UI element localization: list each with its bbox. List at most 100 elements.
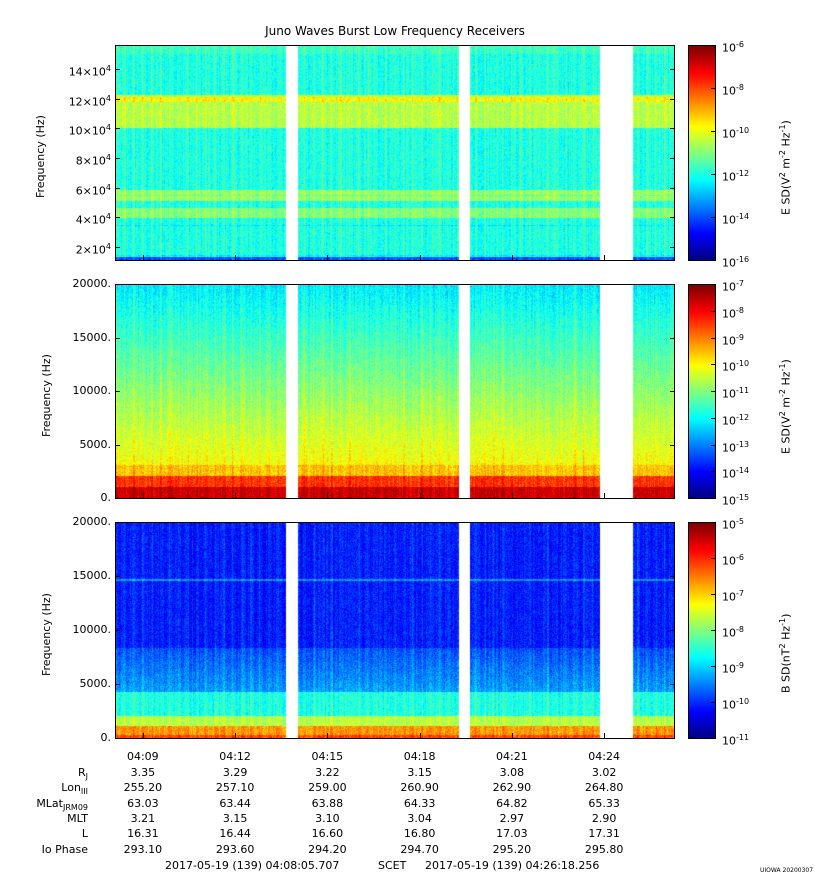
ephemeris-value: 257.10 [215, 781, 255, 795]
colorbar-label-part: ) [779, 120, 793, 125]
ephemeris-value: 262.90 [492, 781, 532, 795]
x-tick-label: 04:09 [126, 750, 159, 763]
y-tick-label: 5000. [79, 437, 112, 451]
colorbar-tick-exponent: -10 [736, 359, 750, 369]
y-tick-label: 0. [100, 491, 112, 504]
colorbar-tick-mark [711, 594, 716, 595]
colorbar-tick-base: 10 [722, 127, 736, 141]
colorbar-label-part: Hz [779, 625, 793, 643]
ephemeris-name: Io Phase [41, 842, 88, 856]
x-tick-mark [327, 733, 329, 739]
ephemeris-value: 255.20 [123, 781, 163, 795]
x-tick-mark [142, 733, 144, 739]
y-tick-exponent: 4 [105, 93, 111, 103]
colorbar-tick-exponent: -13 [736, 439, 750, 449]
y-tick-mark [115, 69, 120, 70]
ephemeris-row-label: MLatJRM09 [8, 797, 88, 812]
colorbar-label-part: E SD(V [779, 415, 793, 454]
colorbar-tick-label: 10-11 [722, 732, 749, 748]
y-tick-mark [115, 158, 120, 159]
ephemeris-subscript: JRM09 [63, 802, 88, 812]
ephemeris-value: 63.44 [219, 796, 251, 810]
colorbar-tick-label: 10-15 [722, 492, 749, 508]
colorbar-tick-label: 10-8 [722, 305, 744, 321]
colorbar-tick-mark [711, 337, 716, 339]
colorbar-tick-mark [711, 364, 716, 366]
footer-frame: SCET [378, 859, 407, 872]
colorbar-tick-mark [711, 630, 716, 631]
y-tick-mark-right [670, 391, 675, 392]
colorbar-tick-label: 10-11 [722, 385, 749, 401]
y-tick-label: 8×104 [31, 152, 111, 168]
colorbar-tick-label: 10-16 [722, 254, 749, 270]
colorbar-label-power: -1 [778, 362, 787, 371]
colorbar-tick-mark [711, 217, 716, 218]
y-tick-label: 2×104 [31, 241, 111, 257]
colorbar-tick-exponent: -10 [736, 126, 750, 135]
colorbar-tick-base: 10 [722, 734, 736, 748]
colorbar-tick-base: 10 [722, 441, 736, 455]
colorbar-label-power: 2 [778, 410, 787, 416]
ephemeris-value: 3.02 [591, 766, 617, 779]
colorbar-tick-base: 10 [722, 360, 736, 374]
ephemeris-value: 63.88 [311, 796, 344, 810]
y-tick-exponent: 4 [105, 153, 111, 162]
colorbar-tick-exponent: -12 [736, 169, 750, 178]
colorbar-tick-mark [711, 131, 716, 132]
y-tick-mark [115, 576, 120, 577]
y-tick-label: 14×104 [31, 63, 111, 79]
colorbar-tick-base: 10 [722, 256, 736, 270]
colorbar-tick-base: 10 [722, 41, 736, 55]
y-tick-mantissa: 14×10 [68, 65, 106, 79]
colorbar-tick-mark [711, 310, 716, 312]
ephemeris-value: 294.70 [400, 842, 439, 856]
colorbar-tick-mark [711, 471, 716, 473]
y-tick-label: 5000. [79, 677, 112, 690]
y-tick-mark-right [670, 128, 675, 130]
ephemeris-value: 294.20 [308, 842, 347, 856]
ephemeris-name: MLat [36, 796, 63, 810]
ephemeris-value: 17.31 [588, 827, 620, 841]
colorbar-tick-base: 10 [722, 590, 736, 604]
ephemeris-value: 3.35 [130, 766, 156, 779]
spectrogram-image-2 [115, 284, 675, 499]
ephemeris-value: 64.33 [403, 796, 436, 810]
colorbar-tick-mark [711, 417, 716, 419]
colorbar-tick-base: 10 [722, 662, 736, 676]
colorbar-tick-label: 10-12 [722, 412, 749, 428]
colorbar-tick-base: 10 [722, 280, 736, 294]
colorbar-tick-base: 10 [722, 334, 736, 348]
colorbar-label-power: -1 [778, 617, 787, 626]
x-tick-label: 04:15 [311, 750, 344, 763]
ephemeris-value: 259.00 [308, 781, 347, 795]
y-tick-mantissa: 2×10 [75, 243, 106, 257]
y-tick-mark [115, 630, 120, 631]
colorbar-tick-label: 10-7 [722, 588, 744, 604]
ephemeris-value: 2.90 [591, 811, 617, 825]
colorbar-tick-mark [711, 558, 716, 559]
colorbar-label-part: m [779, 157, 793, 173]
colorbar-tick-base: 10 [722, 518, 736, 532]
x-tick-mark [604, 733, 606, 739]
y-tick-label: 10000. [72, 384, 112, 397]
x-tick-label: 04:12 [219, 750, 251, 763]
y-tick-mark-right [670, 217, 675, 219]
colorbar-tick-label: 10-8 [722, 624, 744, 640]
ephemeris-value: 3.08 [499, 766, 525, 779]
x-tick-mark [419, 493, 421, 499]
x-tick-mark [511, 255, 513, 261]
colorbar-label: B SD(nT2 Hz-1) [778, 613, 793, 692]
colorbar-label-power: 2 [778, 172, 787, 178]
ephemeris-name: Lon [61, 781, 81, 795]
spectrogram-panel-3 [115, 522, 675, 739]
colorbar-tick-exponent: -15 [736, 493, 750, 502]
ephemeris-value: 260.90 [400, 781, 439, 795]
y-tick-mark-right [670, 630, 675, 631]
y-tick-exponent: 4 [105, 182, 111, 192]
ephemeris-value: 293.60 [215, 842, 255, 856]
y-tick-mark [115, 128, 120, 130]
y-tick-mark-right [670, 187, 675, 189]
y-tick-mark-right [670, 337, 675, 339]
ephemeris-subscript: III [80, 787, 88, 797]
y-tick-mantissa: 6×10 [75, 184, 106, 198]
